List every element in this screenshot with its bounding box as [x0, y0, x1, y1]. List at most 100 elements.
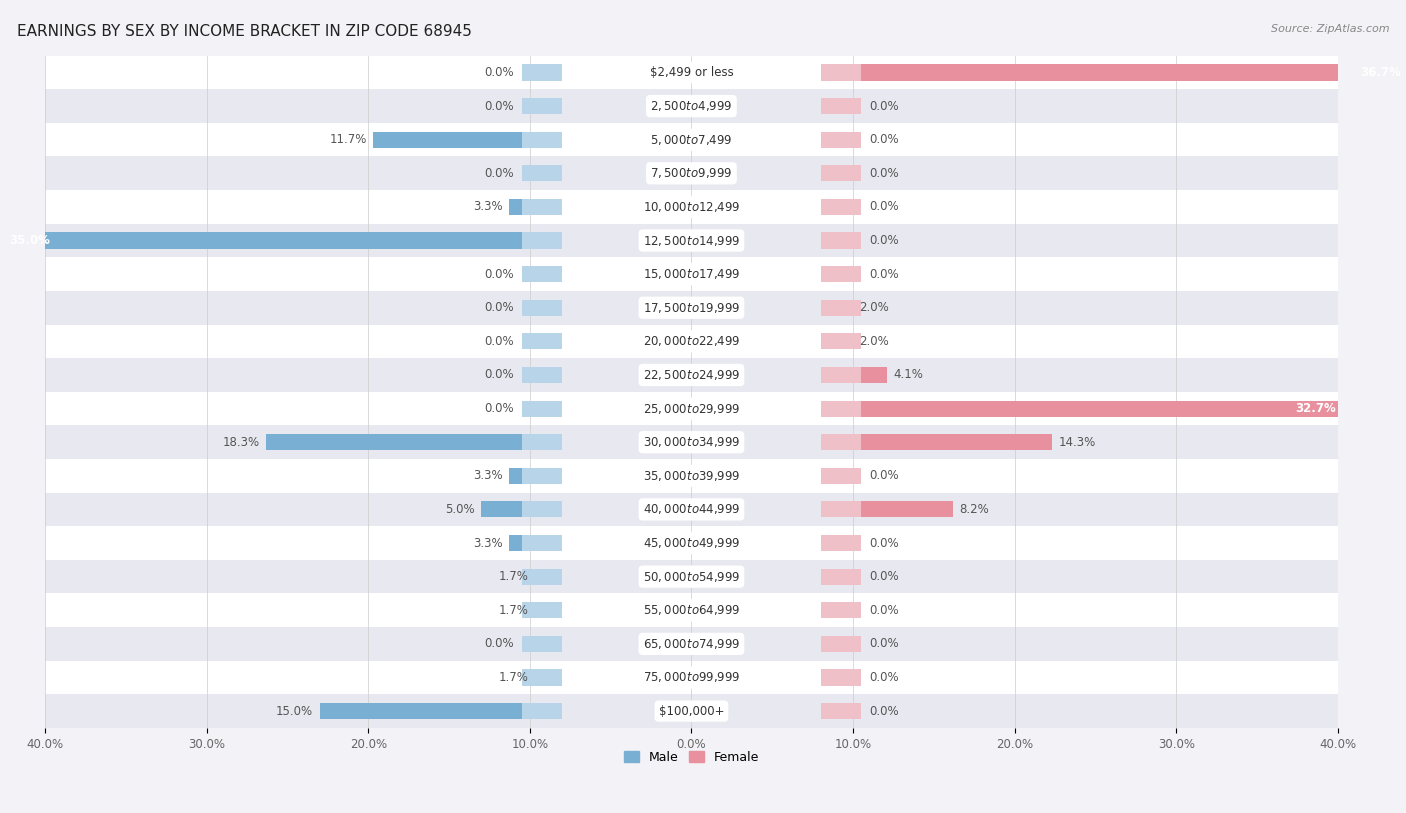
Text: 0.0%: 0.0%: [869, 637, 898, 650]
Bar: [821, 502, 860, 518]
Bar: [522, 602, 534, 619]
Text: $17,500 to $19,999: $17,500 to $19,999: [643, 301, 740, 315]
Bar: [821, 401, 860, 416]
Bar: [821, 535, 860, 551]
Text: $2,500 to $4,999: $2,500 to $4,999: [650, 99, 733, 113]
Text: $22,500 to $24,999: $22,500 to $24,999: [643, 368, 740, 382]
Bar: [45, 593, 1339, 627]
Bar: [509, 467, 522, 484]
Bar: [319, 703, 522, 720]
Text: 0.0%: 0.0%: [484, 66, 513, 79]
Text: EARNINGS BY SEX BY INCOME BRACKET IN ZIP CODE 68945: EARNINGS BY SEX BY INCOME BRACKET IN ZIP…: [17, 24, 472, 39]
Text: $35,000 to $39,999: $35,000 to $39,999: [643, 469, 740, 483]
Bar: [45, 55, 1339, 89]
Text: 0.0%: 0.0%: [869, 570, 898, 583]
Bar: [45, 392, 1339, 425]
Text: 11.7%: 11.7%: [329, 133, 367, 146]
Text: 0.0%: 0.0%: [869, 705, 898, 718]
Bar: [821, 300, 860, 315]
Text: 18.3%: 18.3%: [222, 436, 260, 449]
Bar: [860, 502, 953, 518]
Bar: [45, 425, 1339, 459]
Bar: [522, 502, 562, 518]
Bar: [821, 367, 860, 383]
Text: 3.3%: 3.3%: [472, 201, 502, 213]
Bar: [522, 333, 562, 350]
Text: 0.0%: 0.0%: [869, 537, 898, 550]
Bar: [821, 132, 860, 148]
Text: $5,000 to $7,499: $5,000 to $7,499: [650, 133, 733, 146]
Bar: [45, 359, 1339, 392]
Text: 1.7%: 1.7%: [498, 671, 529, 684]
Bar: [522, 636, 562, 652]
Bar: [522, 165, 562, 181]
Text: 15.0%: 15.0%: [276, 705, 314, 718]
Bar: [522, 535, 562, 551]
Text: 3.3%: 3.3%: [472, 469, 502, 482]
Text: 0.0%: 0.0%: [484, 368, 513, 381]
Bar: [821, 165, 860, 181]
Text: $15,000 to $17,499: $15,000 to $17,499: [643, 267, 740, 281]
Text: 2.0%: 2.0%: [859, 302, 889, 315]
Bar: [821, 602, 860, 619]
Text: $10,000 to $12,499: $10,000 to $12,499: [643, 200, 740, 214]
Bar: [522, 401, 562, 416]
Bar: [821, 636, 860, 652]
Text: 0.0%: 0.0%: [869, 99, 898, 112]
Bar: [45, 694, 1339, 728]
Bar: [522, 467, 562, 484]
Text: 4.1%: 4.1%: [893, 368, 924, 381]
Bar: [266, 434, 522, 450]
Text: $55,000 to $64,999: $55,000 to $64,999: [643, 603, 740, 617]
Bar: [821, 703, 860, 720]
Bar: [45, 324, 1339, 359]
Text: 0.0%: 0.0%: [484, 167, 513, 180]
Bar: [853, 300, 860, 315]
Bar: [821, 233, 860, 249]
Text: 0.0%: 0.0%: [484, 335, 513, 348]
Bar: [522, 64, 562, 80]
Text: 8.2%: 8.2%: [960, 503, 990, 516]
Text: $25,000 to $29,999: $25,000 to $29,999: [643, 402, 740, 415]
Text: 36.7%: 36.7%: [1360, 66, 1400, 79]
Text: 1.7%: 1.7%: [498, 604, 529, 617]
Bar: [45, 190, 1339, 224]
Text: 0.0%: 0.0%: [484, 267, 513, 280]
Bar: [522, 199, 562, 215]
Bar: [522, 602, 562, 619]
Bar: [45, 459, 1339, 493]
Bar: [45, 291, 1339, 324]
Bar: [522, 98, 562, 114]
Bar: [522, 266, 562, 282]
Text: 0.0%: 0.0%: [869, 167, 898, 180]
Text: 0.0%: 0.0%: [869, 267, 898, 280]
Text: 5.0%: 5.0%: [446, 503, 475, 516]
Bar: [522, 568, 562, 585]
Bar: [860, 401, 1350, 416]
Bar: [45, 258, 1339, 291]
Text: 0.0%: 0.0%: [869, 604, 898, 617]
Bar: [45, 493, 1339, 526]
Bar: [522, 367, 562, 383]
Bar: [821, 199, 860, 215]
Text: 32.7%: 32.7%: [1295, 402, 1336, 415]
Bar: [45, 560, 1339, 593]
Text: 0.0%: 0.0%: [484, 99, 513, 112]
Text: $75,000 to $99,999: $75,000 to $99,999: [643, 671, 740, 685]
Bar: [509, 535, 522, 551]
Bar: [522, 132, 562, 148]
Bar: [522, 703, 562, 720]
Bar: [0, 233, 522, 249]
Bar: [821, 669, 860, 685]
Bar: [860, 367, 887, 383]
Text: $45,000 to $49,999: $45,000 to $49,999: [643, 536, 740, 550]
Bar: [45, 224, 1339, 258]
Text: 0.0%: 0.0%: [484, 402, 513, 415]
Text: 2.0%: 2.0%: [859, 335, 889, 348]
Text: 0.0%: 0.0%: [869, 133, 898, 146]
Text: $40,000 to $44,999: $40,000 to $44,999: [643, 502, 740, 516]
Bar: [522, 568, 534, 585]
Bar: [860, 64, 1406, 80]
Bar: [522, 233, 562, 249]
Text: $20,000 to $22,499: $20,000 to $22,499: [643, 334, 740, 348]
